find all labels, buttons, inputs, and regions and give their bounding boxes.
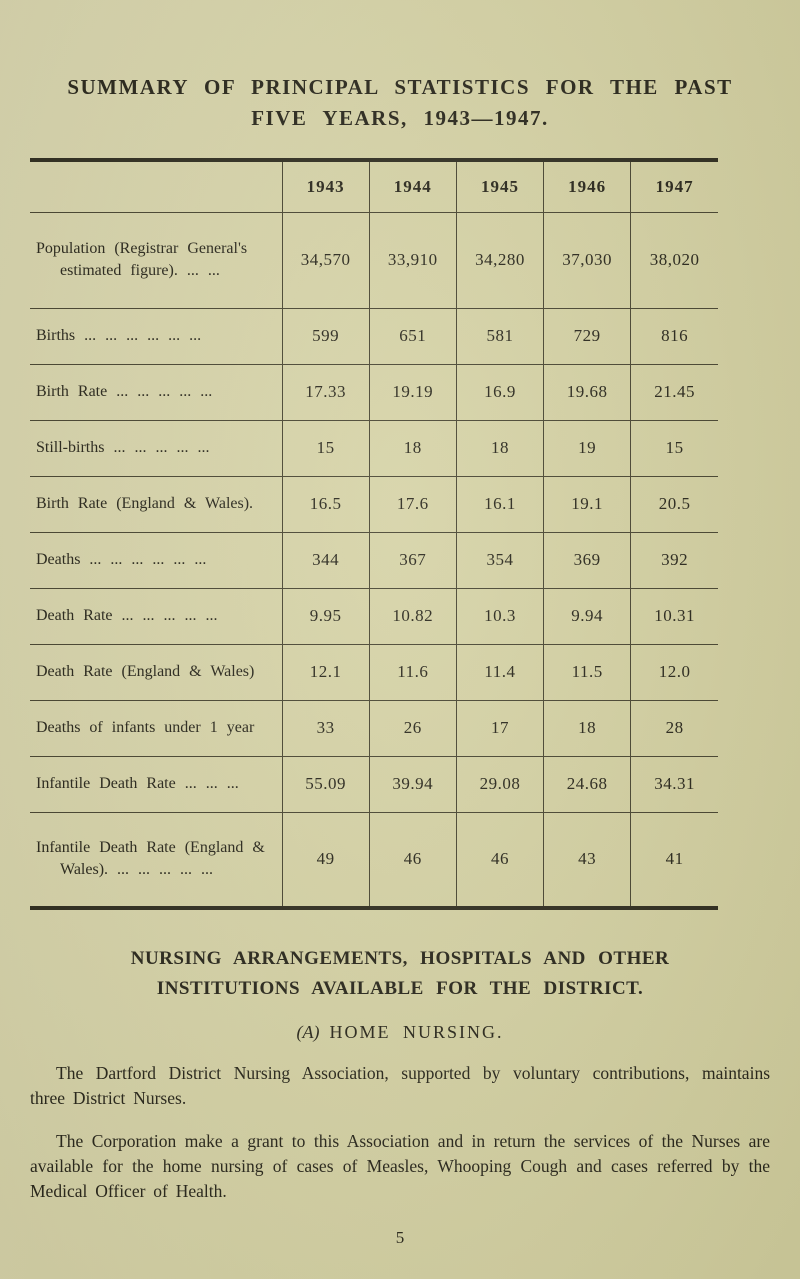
stat-value-cell: 369 xyxy=(543,531,632,589)
stat-value-cell: 12.1 xyxy=(281,643,370,701)
stat-value-cell: 17 xyxy=(455,699,545,757)
table-row: Death Rate (England & Wales) 12.1 11.6 11.4… xyxy=(30,643,718,701)
stat-value-cell: 39.94 xyxy=(368,755,457,813)
stat-value-cell: 21.45 xyxy=(630,363,718,421)
stat-value-cell: 46 xyxy=(455,811,545,908)
stat-value-cell: 19.19 xyxy=(368,363,457,421)
row-label: Birth Rate (England & Wales). xyxy=(30,475,283,533)
paragraph-home-nursing-1: The Dartford District Nursing Associatio… xyxy=(30,1063,770,1108)
stat-value-cell: 33 xyxy=(281,699,370,757)
table-row: Death Rate ... ... ... ... ... 9.95 10.82 1… xyxy=(30,587,718,645)
stat-value-cell: 24.68 xyxy=(543,755,632,813)
stat-value-cell: 26 xyxy=(368,699,457,757)
stat-value-cell: 55.09 xyxy=(281,755,370,813)
table-row: Infantile Death Rate (England & Wales). .… xyxy=(30,811,718,908)
year-column-header: 1946 xyxy=(543,160,632,213)
page-title-line1: SUMMARY OF PRINCIPAL STATISTICS FOR THE … xyxy=(67,75,733,99)
stat-value-cell: 29.08 xyxy=(455,755,545,813)
table-row: Deaths ... ... ... ... ... ... 344 367 354 3… xyxy=(30,531,718,589)
stat-value-cell: 28 xyxy=(630,699,718,757)
subsection-title: HOME NURSING. xyxy=(329,1022,504,1042)
header-spacer-cell xyxy=(30,160,283,213)
stat-value-cell: 367 xyxy=(368,531,457,589)
stat-value-cell: 19.68 xyxy=(543,363,632,421)
stat-value-cell: 16.9 xyxy=(455,363,545,421)
stat-value-cell: 19 xyxy=(543,419,632,477)
stat-value-cell: 10.31 xyxy=(630,587,718,645)
stat-value-cell: 581 xyxy=(455,307,545,365)
row-label: Still-births ... ... ... ... ... xyxy=(30,419,283,477)
stat-value-cell: 15 xyxy=(281,419,370,477)
stat-value-cell: 16.5 xyxy=(281,475,370,533)
year-column-header: 1945 xyxy=(455,160,545,213)
subsection-letter: (A) xyxy=(296,1022,320,1042)
table-row: Infantile Death Rate ... ... ... 55.09 39.… xyxy=(30,755,718,813)
stat-value-cell: 10.82 xyxy=(368,587,457,645)
stat-value-cell: 34,570 xyxy=(281,211,370,309)
stat-value-cell: 49 xyxy=(281,811,370,908)
section-heading-line2: INSTITUTIONS AVAILABLE FOR THE DISTRICT. xyxy=(156,978,644,999)
stat-value-cell: 38,020 xyxy=(630,211,718,309)
stat-value-cell: 18 xyxy=(368,419,457,477)
row-label: Infantile Death Rate ... ... ... xyxy=(30,755,283,813)
stat-value-cell: 816 xyxy=(630,307,718,365)
stat-value-cell: 15 xyxy=(630,419,718,477)
row-label: Population (Registrar General's estimated… xyxy=(30,211,283,309)
stat-value-cell: 34.31 xyxy=(630,755,718,813)
stats-table-body: Population (Registrar General's estimated… xyxy=(30,211,718,908)
page-title: SUMMARY OF PRINCIPAL STATISTICS FOR THE … xyxy=(0,0,800,134)
year-column-header: 1943 xyxy=(281,160,370,213)
stat-value-cell: 11.6 xyxy=(368,643,457,701)
stat-value-cell: 9.94 xyxy=(543,587,632,645)
stat-value-cell: 16.1 xyxy=(455,475,545,533)
section-heading: NURSING ARRANGEMENTS, HOSPITALS AND OTHE… xyxy=(20,944,780,1004)
row-label: Birth Rate ... ... ... ... ... xyxy=(30,363,283,421)
table-row: Birth Rate (England & Wales). 16.5 17.6 16.… xyxy=(30,475,718,533)
year-column-header: 1944 xyxy=(368,160,457,213)
table-row: Births ... ... ... ... ... ... 599 651 581 7… xyxy=(30,307,718,365)
row-label: Death Rate (England & Wales) xyxy=(30,643,283,701)
stat-value-cell: 729 xyxy=(543,307,632,365)
table-row: Still-births ... ... ... ... ... 15 18 18 19… xyxy=(30,419,718,477)
stat-value-cell: 17.6 xyxy=(368,475,457,533)
stat-value-cell: 11.4 xyxy=(455,643,545,701)
stat-value-cell: 17.33 xyxy=(281,363,370,421)
section-heading-line1: NURSING ARRANGEMENTS, HOSPITALS AND OTHE… xyxy=(130,948,670,969)
stat-value-cell: 33,910 xyxy=(368,211,457,309)
table-header-row: 1943 1944 1945 1946 1947 xyxy=(30,160,718,213)
stat-value-cell: 34,280 xyxy=(455,211,545,309)
stat-value-cell: 37,030 xyxy=(543,211,632,309)
stat-value-cell: 392 xyxy=(630,531,718,589)
stat-value-cell: 41 xyxy=(630,811,718,908)
year-column-header: 1947 xyxy=(630,160,718,213)
stat-value-cell: 354 xyxy=(455,531,545,589)
stat-value-cell: 599 xyxy=(281,307,370,365)
statistics-table: 1943 1944 1945 1946 1947 Population (Registr… xyxy=(30,158,718,910)
page-number: 5 xyxy=(395,1228,405,1247)
stat-value-cell: 10.3 xyxy=(455,587,545,645)
stat-value-cell: 46 xyxy=(368,811,457,908)
stat-value-cell: 19.1 xyxy=(543,475,632,533)
stat-value-cell: 9.95 xyxy=(281,587,370,645)
row-label: Death Rate ... ... ... ... ... xyxy=(30,587,283,645)
stat-value-cell: 651 xyxy=(368,307,457,365)
stat-value-cell: 11.5 xyxy=(543,643,632,701)
stat-value-cell: 344 xyxy=(281,531,370,589)
stat-value-cell: 12.0 xyxy=(630,643,718,701)
table-row: Population (Registrar General's estimated… xyxy=(30,211,718,309)
stat-value-cell: 43 xyxy=(543,811,632,908)
row-label: Deaths of infants under 1 year xyxy=(30,699,283,757)
paragraph-home-nursing-2: The Corporation make a grant to this Ass… xyxy=(30,1131,770,1201)
row-label: Births ... ... ... ... ... ... xyxy=(30,307,283,365)
stat-value-cell: 18 xyxy=(455,419,545,477)
row-label: Deaths ... ... ... ... ... ... xyxy=(30,531,283,589)
stat-value-cell: 20.5 xyxy=(630,475,718,533)
subsection-heading: (A) HOME NURSING. xyxy=(0,1022,800,1043)
table-row: Birth Rate ... ... ... ... ... 17.33 19.19… xyxy=(30,363,718,421)
row-label: Infantile Death Rate (England & Wales). .… xyxy=(30,811,283,908)
page-title-line2: FIVE YEARS, 1943—1947. xyxy=(251,106,549,130)
table-row: Deaths of infants under 1 year 33 26 17 18 28 xyxy=(30,699,718,757)
stat-value-cell: 18 xyxy=(543,699,632,757)
